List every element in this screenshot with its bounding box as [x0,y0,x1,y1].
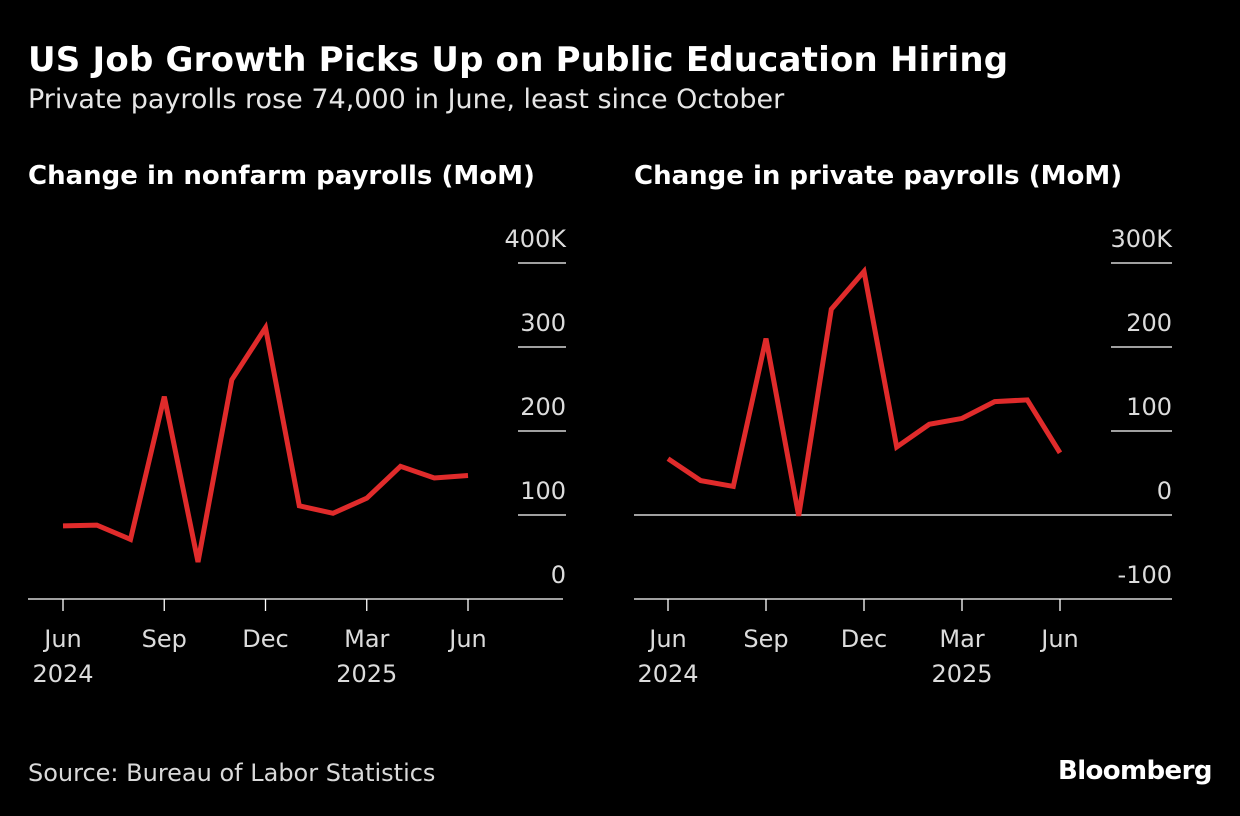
series-line [666,265,1063,517]
x-year-label: 2025 [336,660,397,688]
x-tick-label: Dec [242,625,288,653]
x-tick-label: Dec [841,625,887,653]
y-tick-label: 0 [551,561,566,589]
x-tick-label: Mar [344,625,389,653]
x-tick-label: Jun [42,625,82,653]
x-tick-label: Sep [142,625,187,653]
private-payrolls-chart: -100 0 100 200 300K Jun Sep Dec Mar Jun 2024 2025 [634,225,1173,688]
private-chart-title: Change in private payrolls (MoM) [634,161,1123,191]
y-tick-label: 300 [520,309,566,337]
x-tick-label: Sep [743,625,788,653]
series-line [62,321,469,563]
x-tick-label: Mar [939,625,984,653]
bloomberg-logo: Bloomberg [1058,756,1212,786]
chart-subtitle: Private payrolls rose 74,000 in June, le… [28,84,785,115]
x-tick-label: Jun [1039,625,1079,653]
y-tick-label: 300K [1110,225,1173,253]
y-tick-label: 200 [1126,309,1172,337]
nonfarm-chart-title: Change in nonfarm payrolls (MoM) [28,161,535,191]
x-year-label: 2024 [32,660,93,688]
y-tick-label: -100 [1118,561,1172,589]
x-tick-label: Jun [647,625,687,653]
chart-headline: US Job Growth Picks Up on Public Educati… [28,40,1009,80]
nonfarm-payrolls-chart: 0 100 200 300 400K Jun Sep Dec Mar Jun 2024 2025 [28,225,567,688]
y-tick-label: 400K [504,225,567,253]
y-tick-label: 0 [1157,477,1172,505]
source-note: Source: Bureau of Labor Statistics [28,759,436,787]
x-year-label: 2025 [931,660,992,688]
y-tick-label: 200 [520,393,566,421]
x-tick-label: Jun [447,625,487,653]
y-tick-label: 100 [1126,393,1172,421]
x-year-label: 2024 [637,660,698,688]
y-tick-label: 100 [520,477,566,505]
